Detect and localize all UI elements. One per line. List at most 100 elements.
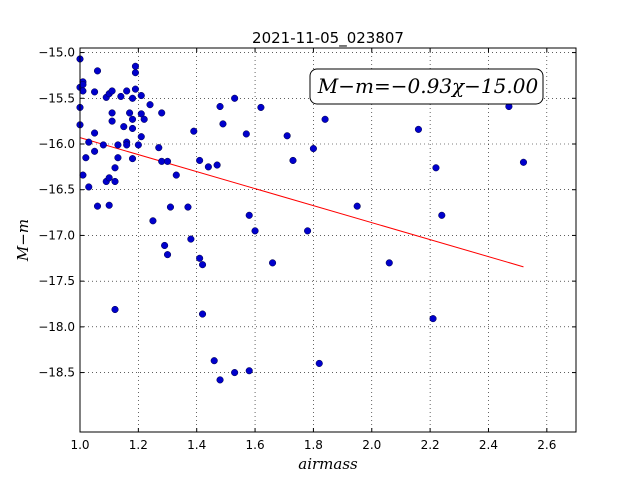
- annotation-box: M−m=−0.93χ−15.00: [309, 68, 544, 105]
- x-tick-label: 1.4: [187, 438, 206, 452]
- y-tick-label: −15.5: [38, 91, 75, 105]
- data-point: [117, 92, 125, 101]
- data-point: [353, 202, 361, 210]
- data-point: [128, 115, 137, 123]
- plot-frame: [79, 47, 577, 433]
- data-point: [108, 109, 116, 117]
- data-point: [82, 154, 90, 162]
- x-axis-label: airmass: [298, 455, 358, 473]
- data-point: [231, 369, 239, 377]
- data-point: [251, 227, 259, 235]
- fit-line: [79, 137, 524, 268]
- data-point: [166, 203, 174, 211]
- data-point: [114, 154, 122, 162]
- data-point: [93, 67, 102, 75]
- data-point: [137, 91, 145, 100]
- data-point: [93, 202, 102, 210]
- data-point: [91, 147, 99, 155]
- data-point: [245, 367, 253, 375]
- y-tick-label: −16.0: [38, 137, 75, 151]
- data-point: [108, 87, 116, 95]
- data-point: [114, 141, 122, 149]
- data-point: [210, 357, 218, 365]
- data-point: [414, 125, 422, 133]
- y-tick-label: −15.0: [38, 46, 75, 60]
- data-point: [105, 174, 113, 182]
- y-axis-label: M−m: [14, 219, 32, 262]
- data-point: [242, 130, 250, 138]
- data-point: [315, 359, 323, 367]
- data-point: [432, 164, 440, 172]
- x-tick-label: 1.0: [70, 438, 89, 452]
- data-point: [309, 145, 317, 153]
- data-point: [198, 310, 207, 318]
- data-point: [283, 132, 291, 140]
- data-point: [79, 81, 87, 89]
- data-point: [429, 315, 437, 323]
- data-point: [158, 109, 166, 117]
- data-point: [128, 124, 137, 133]
- data-point: [108, 117, 116, 125]
- data-point: [163, 251, 172, 259]
- data-point: [216, 376, 224, 384]
- chart-title: 2021-11-05_023807: [252, 29, 404, 48]
- data-point: [184, 203, 192, 211]
- data-point: [216, 102, 224, 111]
- data-point: [131, 69, 139, 77]
- data-point: [289, 156, 297, 165]
- grid-lines: [79, 48, 576, 432]
- data-point: [163, 157, 172, 165]
- x-tick-label: 2.6: [537, 438, 556, 452]
- data-point: [111, 164, 119, 172]
- annotation-frame: [309, 68, 544, 105]
- x-tick-label: 2.4: [479, 438, 498, 452]
- data-point: [126, 109, 134, 117]
- data-point: [231, 94, 239, 102]
- data-point: [187, 235, 195, 243]
- data-point: [190, 127, 198, 135]
- data-point: [120, 123, 128, 131]
- data-point: [128, 155, 137, 163]
- data-point: [146, 101, 154, 109]
- data-point: [438, 211, 446, 219]
- data-point: [105, 201, 113, 209]
- data-point: [519, 158, 528, 166]
- data-point: [219, 120, 227, 128]
- data-point: [123, 141, 131, 149]
- y-tick-label: −17.5: [38, 274, 75, 288]
- data-point: [111, 305, 119, 314]
- data-point: [304, 227, 312, 235]
- y-tick-label: −16.5: [38, 183, 75, 197]
- data-point: [198, 261, 207, 269]
- data-point: [99, 141, 107, 149]
- data-point: [137, 133, 145, 141]
- y-tick-label: −17.0: [38, 228, 75, 242]
- x-tick-label: 1.8: [304, 438, 323, 452]
- data-point: [91, 88, 99, 96]
- data-point: [269, 259, 277, 267]
- x-tick-label: 1.6: [246, 438, 265, 452]
- data-point: [161, 241, 169, 250]
- data-point: [257, 103, 265, 111]
- data-point: [123, 87, 131, 95]
- data-point: [245, 211, 253, 219]
- data-point: [140, 115, 148, 123]
- data-point: [213, 161, 221, 169]
- data-point: [172, 171, 180, 179]
- data-point: [137, 110, 145, 118]
- data-point: [85, 183, 93, 191]
- data-point: [204, 163, 212, 171]
- data-point: [134, 141, 142, 149]
- data-point: [79, 171, 87, 179]
- data-point: [128, 94, 137, 102]
- data-point: [91, 129, 99, 137]
- plot-area: [80, 48, 576, 432]
- y-tick-label: −18.0: [38, 320, 75, 334]
- data-point: [131, 85, 139, 93]
- data-point: [385, 259, 393, 267]
- axis-ticks: 1.0 1.2 1.4 1.6 1.8 2.0 2.2 2.4 2.6 −15.0 −15.5 −16…: [38, 46, 576, 452]
- fit-line-layer: [79, 137, 524, 268]
- data-point: [149, 217, 157, 225]
- data-point: [196, 254, 204, 262]
